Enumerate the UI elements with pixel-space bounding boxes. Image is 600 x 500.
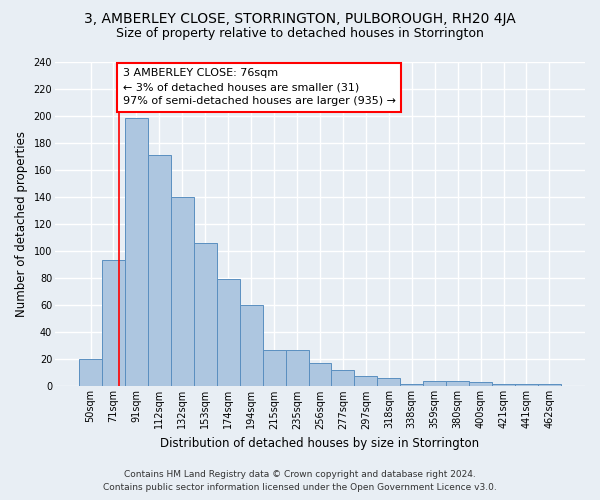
Bar: [125, 118, 148, 386]
Bar: [515, 384, 538, 386]
Text: 3 AMBERLEY CLOSE: 76sqm
← 3% of detached houses are smaller (31)
97% of semi-det: 3 AMBERLEY CLOSE: 76sqm ← 3% of detached…: [122, 68, 395, 106]
Bar: [492, 384, 515, 386]
Text: Size of property relative to detached houses in Storrington: Size of property relative to detached ho…: [116, 28, 484, 40]
Text: Contains HM Land Registry data © Crown copyright and database right 2024.
Contai: Contains HM Land Registry data © Crown c…: [103, 470, 497, 492]
Bar: [194, 243, 217, 386]
Bar: [102, 260, 125, 386]
Y-axis label: Number of detached properties: Number of detached properties: [15, 131, 28, 317]
Bar: [148, 155, 171, 386]
Bar: [286, 350, 308, 387]
Bar: [355, 376, 377, 386]
Text: 3, AMBERLEY CLOSE, STORRINGTON, PULBOROUGH, RH20 4JA: 3, AMBERLEY CLOSE, STORRINGTON, PULBOROU…: [84, 12, 516, 26]
Bar: [79, 360, 102, 386]
Bar: [400, 384, 423, 386]
Bar: [423, 381, 446, 386]
Bar: [308, 364, 331, 386]
Bar: [263, 350, 286, 387]
Bar: [538, 384, 561, 386]
X-axis label: Distribution of detached houses by size in Storrington: Distribution of detached houses by size …: [160, 437, 479, 450]
Bar: [446, 381, 469, 386]
Bar: [171, 197, 194, 386]
Bar: [469, 382, 492, 386]
Bar: [331, 370, 355, 386]
Bar: [217, 280, 239, 386]
Bar: [377, 378, 400, 386]
Bar: [239, 305, 263, 386]
